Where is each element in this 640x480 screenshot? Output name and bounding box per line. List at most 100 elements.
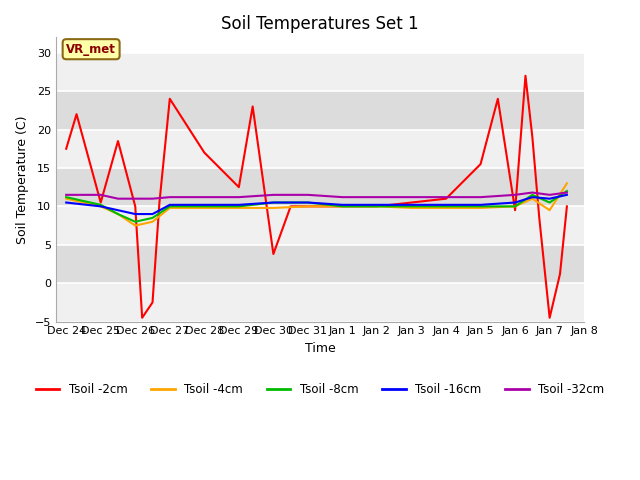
Tsoil -8cm: [563, 188, 571, 194]
Tsoil -16cm: [442, 202, 450, 208]
Tsoil -2cm: [235, 184, 243, 190]
Tsoil -2cm: [522, 73, 529, 79]
Tsoil -2cm: [166, 96, 173, 102]
Tsoil -32cm: [477, 194, 484, 200]
Tsoil -8cm: [269, 200, 277, 205]
Tsoil -32cm: [408, 194, 415, 200]
Tsoil -2cm: [131, 204, 139, 209]
Tsoil -8cm: [373, 204, 381, 209]
Line: Tsoil -4cm: Tsoil -4cm: [66, 183, 567, 226]
Tsoil -4cm: [200, 205, 208, 211]
Tsoil -16cm: [529, 194, 536, 200]
Tsoil -32cm: [235, 194, 243, 200]
Tsoil -2cm: [114, 138, 122, 144]
Tsoil -8cm: [166, 204, 173, 209]
Tsoil -2cm: [97, 200, 104, 205]
Tsoil -32cm: [546, 192, 554, 198]
Tsoil -2cm: [529, 134, 536, 140]
Tsoil -2cm: [563, 204, 571, 209]
Tsoil -4cm: [511, 204, 519, 209]
Tsoil -4cm: [529, 196, 536, 202]
Tsoil -4cm: [442, 205, 450, 211]
Tsoil -8cm: [131, 219, 139, 225]
Tsoil -8cm: [304, 200, 312, 205]
Bar: [56, 245, 584, 283]
Tsoil -4cm: [563, 180, 571, 186]
Tsoil -8cm: [477, 204, 484, 209]
Tsoil -16cm: [97, 204, 104, 209]
Tsoil -8cm: [529, 192, 536, 198]
Tsoil -16cm: [131, 211, 139, 217]
Tsoil -16cm: [166, 202, 173, 208]
Tsoil -8cm: [62, 194, 70, 200]
Tsoil -2cm: [536, 215, 543, 221]
Tsoil -8cm: [114, 211, 122, 217]
Tsoil -32cm: [148, 196, 156, 202]
Tsoil -16cm: [408, 202, 415, 208]
Tsoil -8cm: [408, 204, 415, 209]
Tsoil -2cm: [442, 196, 450, 202]
Tsoil -16cm: [477, 202, 484, 208]
Tsoil -2cm: [494, 96, 502, 102]
Tsoil -4cm: [304, 204, 312, 209]
Tsoil -2cm: [546, 315, 554, 321]
Tsoil -2cm: [138, 315, 146, 321]
Tsoil -2cm: [73, 111, 81, 117]
Tsoil -32cm: [511, 192, 519, 198]
Tsoil -8cm: [235, 204, 243, 209]
Tsoil -32cm: [97, 192, 104, 198]
Bar: [56, 53, 584, 91]
Tsoil -2cm: [477, 161, 484, 167]
Tsoil -4cm: [114, 211, 122, 217]
Tsoil -4cm: [166, 205, 173, 211]
Tsoil -2cm: [304, 204, 312, 209]
Tsoil -2cm: [62, 146, 70, 152]
Bar: [56, 283, 584, 322]
Line: Tsoil -8cm: Tsoil -8cm: [66, 191, 567, 222]
Tsoil -2cm: [287, 204, 294, 209]
Tsoil -32cm: [373, 194, 381, 200]
Tsoil -8cm: [200, 204, 208, 209]
Tsoil -32cm: [304, 192, 312, 198]
Tsoil -2cm: [373, 204, 381, 209]
Tsoil -4cm: [131, 223, 139, 228]
Tsoil -4cm: [97, 204, 104, 209]
Tsoil -16cm: [148, 211, 156, 217]
Tsoil -2cm: [148, 300, 156, 305]
Bar: [56, 206, 584, 245]
Tsoil -4cm: [373, 204, 381, 209]
Tsoil -4cm: [408, 205, 415, 211]
Tsoil -16cm: [546, 196, 554, 202]
Tsoil -16cm: [235, 202, 243, 208]
Line: Tsoil -2cm: Tsoil -2cm: [66, 76, 567, 318]
Tsoil -4cm: [477, 205, 484, 211]
Tsoil -8cm: [442, 204, 450, 209]
Text: VR_met: VR_met: [66, 43, 116, 56]
Y-axis label: Soil Temperature (C): Soil Temperature (C): [16, 115, 29, 244]
Tsoil -2cm: [511, 207, 519, 213]
Tsoil -4cm: [339, 204, 346, 209]
Line: Tsoil -16cm: Tsoil -16cm: [66, 195, 567, 214]
Tsoil -32cm: [200, 194, 208, 200]
Tsoil -16cm: [114, 207, 122, 213]
Tsoil -16cm: [269, 200, 277, 205]
Tsoil -8cm: [339, 204, 346, 209]
Tsoil -4cm: [269, 205, 277, 211]
Legend: Tsoil -2cm, Tsoil -4cm, Tsoil -8cm, Tsoil -16cm, Tsoil -32cm: Tsoil -2cm, Tsoil -4cm, Tsoil -8cm, Tsoi…: [31, 379, 609, 401]
Tsoil -32cm: [339, 194, 346, 200]
Tsoil -2cm: [408, 200, 415, 205]
Tsoil -2cm: [249, 104, 257, 109]
Tsoil -32cm: [442, 194, 450, 200]
Tsoil -32cm: [563, 190, 571, 195]
Tsoil -16cm: [304, 200, 312, 205]
Tsoil -16cm: [62, 200, 70, 205]
Tsoil -4cm: [148, 219, 156, 225]
Tsoil -16cm: [200, 202, 208, 208]
Tsoil -16cm: [373, 202, 381, 208]
Tsoil -4cm: [62, 196, 70, 202]
Line: Tsoil -32cm: Tsoil -32cm: [66, 192, 567, 199]
Tsoil -16cm: [563, 192, 571, 198]
Tsoil -2cm: [200, 150, 208, 156]
Tsoil -8cm: [148, 215, 156, 221]
X-axis label: Time: Time: [305, 342, 335, 355]
